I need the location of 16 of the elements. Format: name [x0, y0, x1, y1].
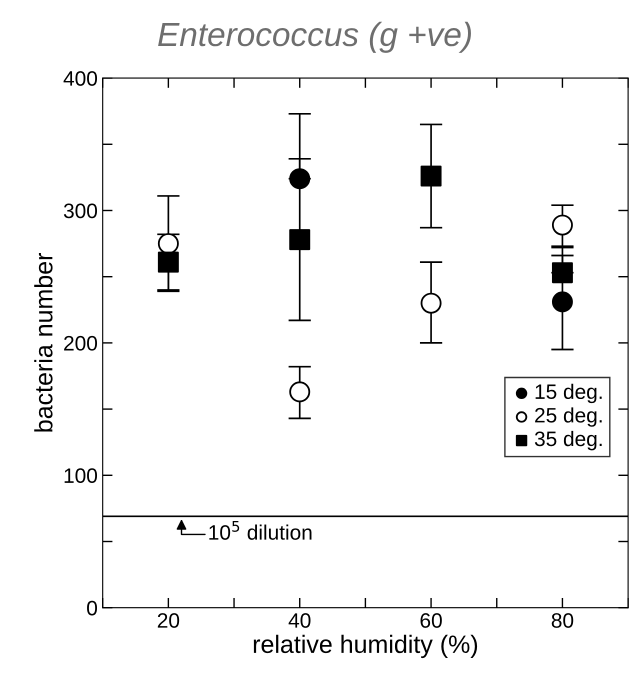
y-tick-label: 100	[64, 468, 98, 484]
x-tick-label: 20	[158, 613, 180, 628]
y-tick-label: 0	[87, 600, 98, 616]
x-tick-label: 60	[420, 613, 442, 628]
x-axis-title: relative humidity (%)	[254, 634, 478, 658]
x-tick-label: 80	[552, 613, 574, 628]
ref-line-label: 10$^{5}$ dilution	[209, 521, 312, 540]
y-tick-label: 200	[64, 336, 98, 351]
legend-label: 35 deg.	[534, 430, 602, 450]
y-tick-label: 400	[64, 71, 98, 86]
y-tick-label: 300	[64, 203, 98, 218]
chart-title: Enterococcus (g +ve)	[158, 22, 471, 53]
y-axis-title: bacteria number	[34, 252, 53, 432]
x-tick-label: 40	[288, 613, 310, 628]
legend-label: 15 deg.	[536, 384, 602, 404]
legend-label: 25 deg.	[535, 407, 602, 427]
